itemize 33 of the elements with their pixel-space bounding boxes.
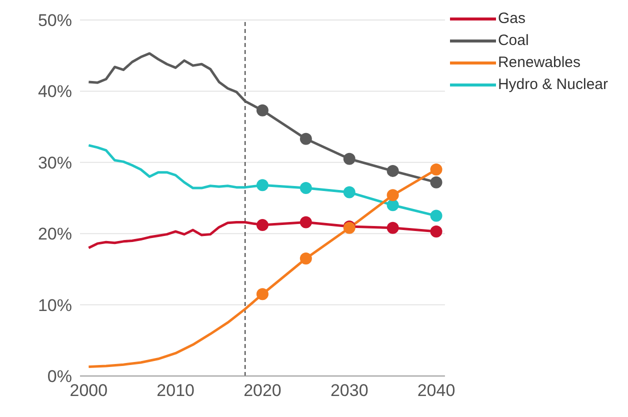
x-tick-label: 2030 <box>330 381 368 400</box>
point <box>300 132 312 145</box>
y-tick-label: 40% <box>38 82 72 102</box>
point <box>430 164 442 176</box>
y-tick-label: 0% <box>47 367 72 386</box>
y-tick-label: 30% <box>38 153 72 172</box>
y-tick-label: 50% <box>38 11 72 30</box>
y-tick-label: 20% <box>38 224 72 244</box>
point <box>430 176 442 188</box>
point <box>430 225 442 238</box>
point <box>256 179 268 192</box>
point <box>256 104 268 116</box>
point <box>386 199 399 212</box>
x-tick-label: 2010 <box>156 381 194 400</box>
point <box>386 189 399 202</box>
x-tick-label: 2040 <box>417 381 456 400</box>
point <box>343 152 356 165</box>
legend-label: Gas <box>498 9 526 29</box>
legend-label: Renewables <box>498 53 581 73</box>
legend-label: Hydro & Nuclear <box>498 75 608 95</box>
point <box>300 252 312 265</box>
point <box>256 288 268 300</box>
x-tick-label: 2000 <box>70 381 108 400</box>
point <box>256 219 268 232</box>
point <box>386 164 399 177</box>
point <box>300 216 312 228</box>
point <box>386 222 399 234</box>
point <box>343 186 356 198</box>
point <box>430 210 442 222</box>
legend-label: Coal <box>498 31 529 51</box>
y-tick-label: 10% <box>38 296 72 315</box>
x-tick-label: 2020 <box>244 381 282 400</box>
point <box>300 182 312 194</box>
